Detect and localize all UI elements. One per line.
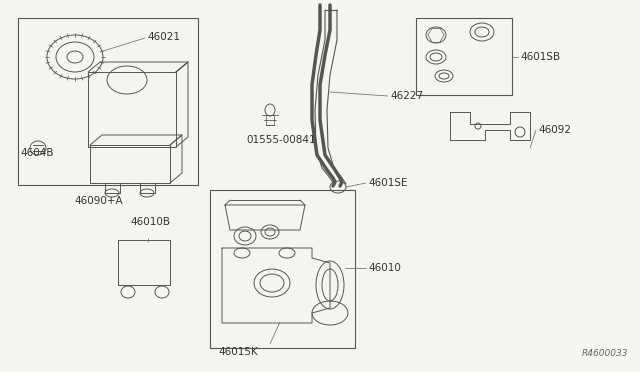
Text: 46021: 46021 [147,32,180,42]
Text: 46227: 46227 [390,91,423,101]
Bar [18,18,198,185]
Text: R4600033: R4600033 [582,349,628,358]
Bar [416,18,512,95]
Text: 01555-00841: 01555-00841 [246,135,316,145]
Text: 4604B: 4604B [20,148,54,158]
Bar [210,190,355,348]
Text: 46090+A: 46090+A [74,196,123,206]
Text: 46092: 46092 [538,125,571,135]
Bar [118,240,170,285]
Text: 4601SE: 4601SE [368,178,408,188]
Text: 46010B: 46010B [130,217,170,227]
Text: 4601SB: 4601SB [520,52,560,62]
Text: 46015K: 46015K [218,347,258,357]
Text: 46010: 46010 [368,263,401,273]
